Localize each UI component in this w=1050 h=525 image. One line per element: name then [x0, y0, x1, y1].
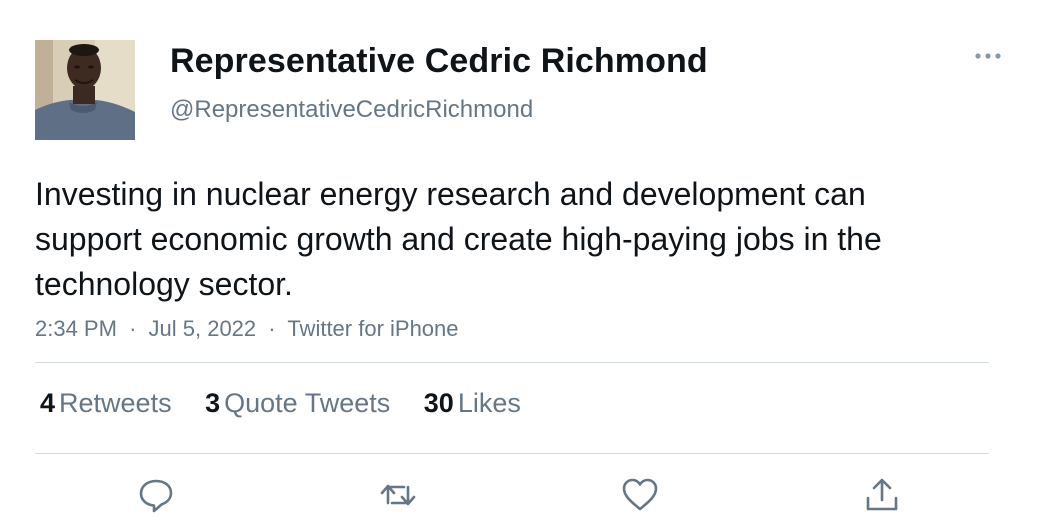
tweet-date[interactable]: Jul 5, 2022 [148, 316, 257, 341]
divider [35, 362, 989, 363]
tweet-metadata: 2:34 PM · Jul 5, 2022 · Twitter for iPho… [35, 316, 459, 342]
like-icon [622, 478, 658, 511]
meta-separator: · [268, 316, 276, 341]
reply-button[interactable] [136, 475, 176, 515]
quote-tweets-count: 3 [205, 388, 221, 418]
retweet-icon [380, 484, 416, 506]
likes-label: Likes [457, 388, 521, 418]
quote-tweets-stat[interactable]: 3 Quote Tweets [205, 388, 390, 419]
tweet-time[interactable]: 2:34 PM [35, 316, 117, 341]
share-icon [866, 478, 898, 511]
meta-separator: · [129, 316, 137, 341]
author-display-name[interactable]: Representative Cedric Richmond [170, 42, 708, 80]
engagement-stats: 4 Retweets 3 Quote Tweets 30 Likes [40, 388, 547, 419]
avatar[interactable] [35, 40, 135, 140]
divider [35, 453, 989, 454]
retweets-label: Retweets [59, 388, 172, 418]
retweets-count: 4 [40, 388, 56, 418]
like-button[interactable] [620, 475, 660, 515]
avatar-photo [35, 40, 135, 140]
likes-count: 30 [423, 388, 454, 418]
likes-stat[interactable]: 30 Likes [424, 388, 521, 419]
more-options-button[interactable] [968, 40, 1008, 70]
tweet-source[interactable]: Twitter for iPhone [287, 316, 459, 341]
reply-icon [139, 479, 173, 513]
quote-tweets-label: Quote Tweets [224, 388, 391, 418]
retweets-stat[interactable]: 4 Retweets [40, 388, 172, 419]
more-horizontal-icon [975, 53, 1001, 59]
share-button[interactable] [862, 475, 902, 515]
retweet-button[interactable] [378, 475, 418, 515]
tweet-text: Investing in nuclear energy research and… [35, 176, 882, 302]
author-handle[interactable]: @RepresentativeCedricRichmond [170, 96, 534, 123]
